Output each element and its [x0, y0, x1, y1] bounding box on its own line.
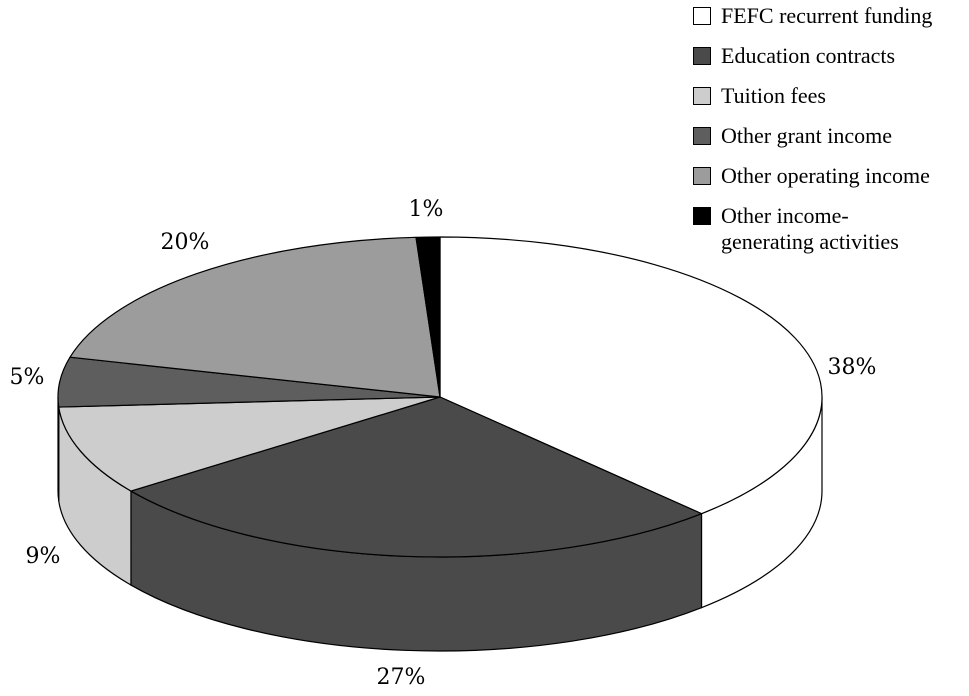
legend-label: Tuition fees [721, 83, 826, 108]
legend-swatch [693, 7, 711, 25]
legend-swatch [693, 207, 711, 225]
pie-slice-2 [58, 396, 441, 492]
slice-value-label: 38% [828, 355, 877, 380]
legend-label: FEFC recurrent funding [721, 3, 933, 28]
legend: FEFC recurrent funding Education contract… [691, 0, 969, 269]
slice-value-label: 20% [161, 230, 210, 255]
pie-side-3 [57, 396, 60, 502]
legend-item: Other operating income [691, 163, 969, 189]
slice-value-label: 5% [10, 365, 45, 390]
slice-value-label: 1% [409, 197, 444, 222]
legend-label: Other grant income [721, 123, 893, 148]
legend-swatch [693, 127, 711, 145]
pie-slice-0 [439, 236, 823, 515]
pie-slice-1 [130, 396, 703, 558]
slice-value-label: 9% [26, 544, 61, 569]
pie-top [57, 236, 823, 558]
legend-item: Education contracts [691, 43, 969, 69]
slice-value-label: 27% [377, 665, 426, 690]
legend-swatch [693, 47, 711, 65]
pie-slice-5 [415, 236, 441, 398]
legend-swatch [693, 167, 711, 185]
legend-item: Tuition fees [691, 83, 969, 109]
legend-swatch [693, 87, 711, 105]
legend-label: Education contracts [721, 43, 896, 68]
legend-item: FEFC recurrent funding [691, 3, 969, 29]
legend-label: Other operating income [721, 163, 930, 188]
legend-item: Other grant income [691, 123, 969, 149]
legend-label: Other income- generating activities [721, 203, 899, 254]
legend-item: Other income- generating activities [691, 203, 969, 255]
pie-slice-4 [69, 236, 441, 398]
